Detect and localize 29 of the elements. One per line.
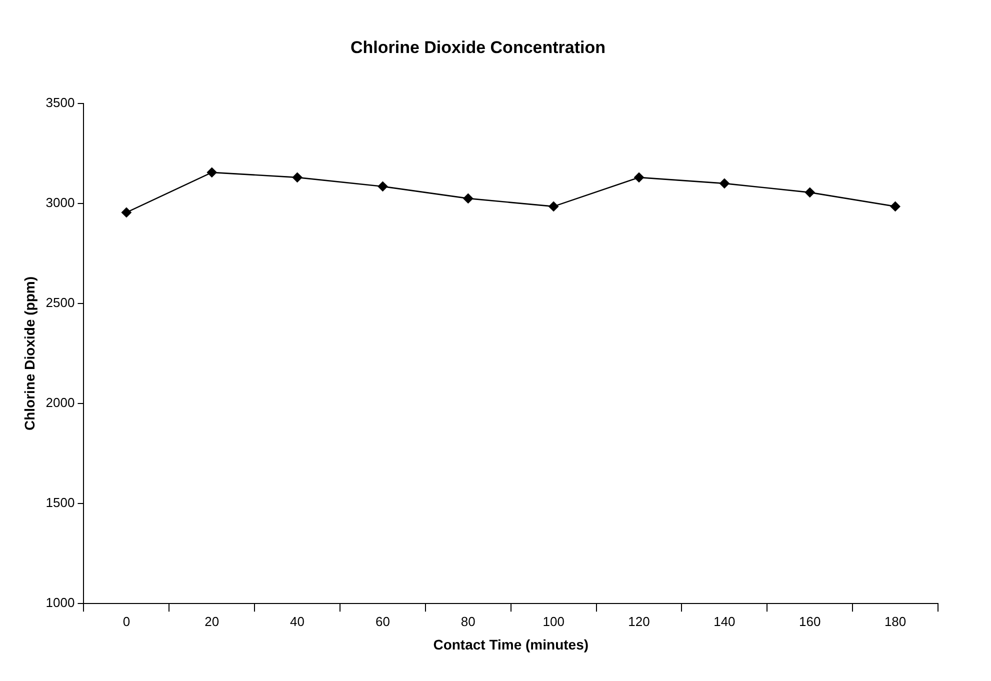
chart-title: Chlorine Dioxide Concentration <box>350 38 606 57</box>
x-tick-label: 20 <box>204 614 220 629</box>
y-tick-label: 2500 <box>46 295 75 310</box>
y-tick-label: 2000 <box>46 395 75 410</box>
x-tick-label: 60 <box>375 614 390 629</box>
x-tick-label: 40 <box>290 614 305 629</box>
x-tick-label: 0 <box>122 614 130 629</box>
y-tick-label: 1000 <box>46 595 75 610</box>
y-axis-title: Chlorine Dioxide (ppm) <box>21 276 38 430</box>
point <box>634 172 644 182</box>
x-tick-label: 180 <box>884 614 906 629</box>
point <box>378 181 388 192</box>
x-axis-title: Contact Time (minutes) <box>433 636 589 652</box>
point <box>206 167 217 178</box>
x-tick-label: 80 <box>460 614 476 629</box>
x-tick-label: 100 <box>542 614 564 629</box>
point <box>292 172 302 182</box>
y-tick-label: 3500 <box>46 94 75 110</box>
x-tick-label: 140 <box>714 614 736 629</box>
y-tick-label: 1500 <box>46 495 75 510</box>
point <box>804 187 815 198</box>
point <box>463 193 474 204</box>
point <box>121 207 132 218</box>
x-tick-label: 120 <box>628 614 650 629</box>
y-tick-label: 3000 <box>46 195 75 210</box>
x-tick-label: 160 <box>799 614 821 629</box>
point <box>548 201 559 212</box>
point <box>719 178 730 188</box>
point <box>890 201 900 212</box>
